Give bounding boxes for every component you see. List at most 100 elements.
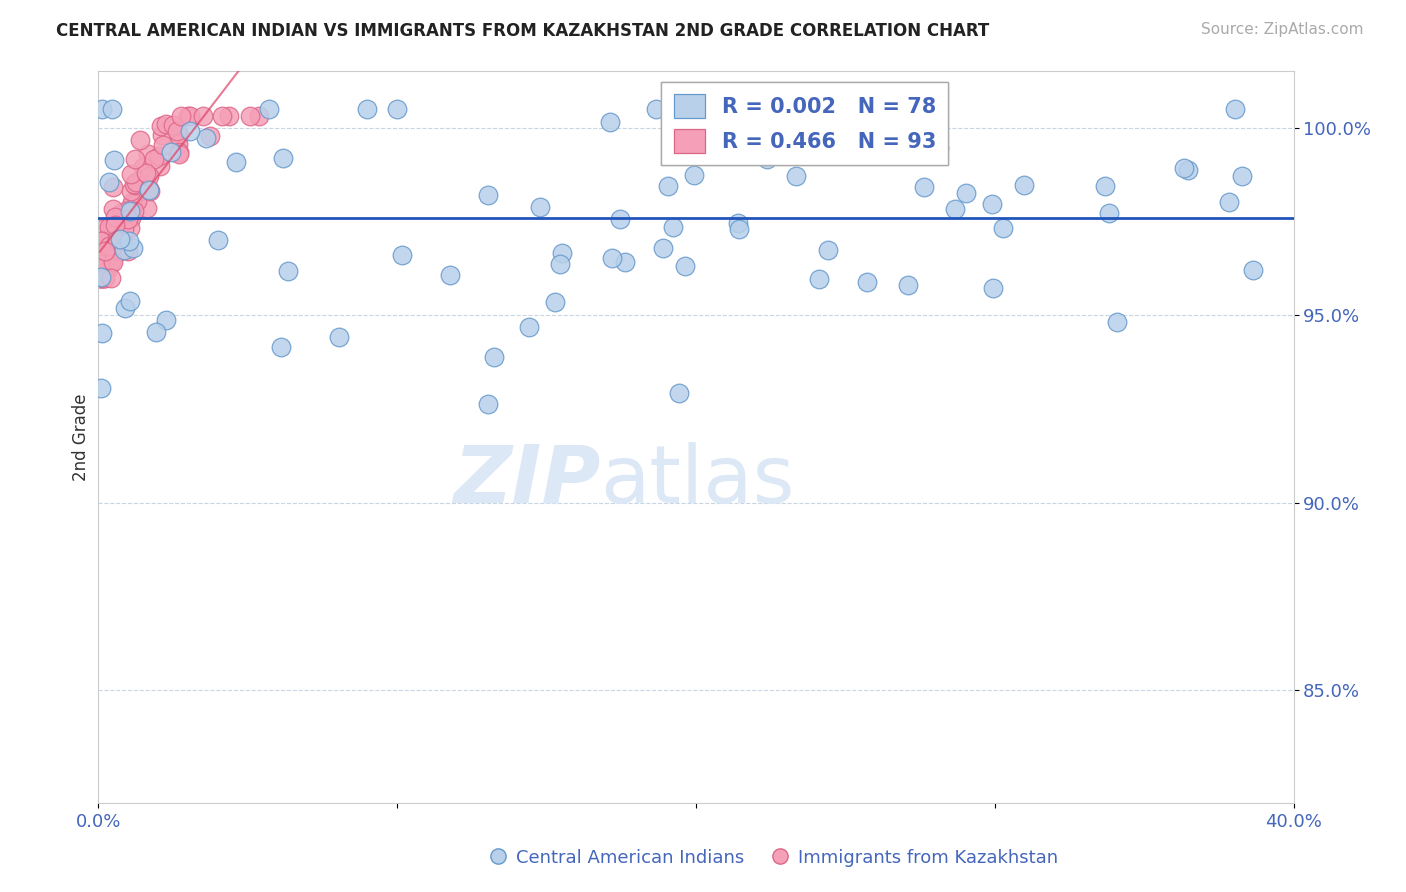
Point bbox=[122, 241, 145, 255]
Point bbox=[673, 259, 696, 273]
Point bbox=[160, 145, 183, 160]
Point bbox=[93, 261, 115, 276]
Point bbox=[89, 257, 111, 271]
Point bbox=[543, 295, 565, 310]
Point bbox=[756, 152, 779, 166]
Point bbox=[273, 151, 295, 165]
Point bbox=[728, 221, 751, 235]
Point bbox=[668, 386, 690, 401]
Point bbox=[150, 128, 173, 142]
Point bbox=[1098, 206, 1121, 220]
Point bbox=[391, 248, 413, 262]
Point bbox=[100, 235, 122, 250]
Point bbox=[103, 218, 125, 232]
Point bbox=[259, 102, 281, 116]
Point bbox=[1177, 163, 1199, 178]
Point bbox=[277, 264, 299, 278]
Point bbox=[97, 238, 120, 252]
Point bbox=[93, 270, 115, 285]
Point bbox=[270, 340, 292, 354]
Point bbox=[142, 152, 165, 166]
Point bbox=[529, 200, 551, 214]
Point bbox=[727, 215, 749, 229]
Point bbox=[149, 159, 172, 173]
Point bbox=[207, 233, 229, 247]
Point bbox=[897, 277, 920, 292]
Point bbox=[155, 313, 177, 327]
Point bbox=[139, 184, 162, 198]
Point bbox=[118, 235, 141, 249]
Point bbox=[98, 176, 121, 190]
Point bbox=[124, 178, 146, 192]
Point bbox=[179, 109, 201, 123]
Point bbox=[103, 153, 125, 167]
Point bbox=[127, 175, 149, 189]
Point bbox=[955, 186, 977, 201]
Point bbox=[198, 128, 221, 143]
Point bbox=[356, 102, 378, 116]
Point bbox=[138, 183, 160, 197]
Point bbox=[110, 206, 132, 220]
Point bbox=[943, 202, 966, 216]
Point bbox=[548, 257, 571, 271]
Point bbox=[91, 270, 114, 285]
Point bbox=[104, 210, 127, 224]
Point bbox=[155, 117, 177, 131]
Point bbox=[135, 166, 157, 180]
Point bbox=[90, 270, 112, 285]
Point bbox=[97, 247, 120, 261]
Point bbox=[104, 235, 127, 249]
Point bbox=[125, 194, 148, 208]
Point bbox=[104, 237, 127, 252]
Point bbox=[169, 128, 191, 142]
Point bbox=[117, 244, 139, 258]
Point bbox=[118, 204, 141, 219]
Point bbox=[124, 152, 146, 166]
Point bbox=[101, 239, 124, 253]
Point bbox=[124, 176, 146, 190]
Point bbox=[991, 221, 1014, 235]
Point bbox=[177, 109, 200, 123]
Point bbox=[167, 136, 190, 151]
Point bbox=[120, 211, 142, 225]
Point bbox=[107, 234, 129, 248]
Point bbox=[91, 221, 114, 235]
Point bbox=[122, 178, 145, 192]
Point bbox=[981, 281, 1004, 295]
Text: CENTRAL AMERICAN INDIAN VS IMMIGRANTS FROM KAZAKHSTAN 2ND GRADE CORRELATION CHAR: CENTRAL AMERICAN INDIAN VS IMMIGRANTS FR… bbox=[56, 22, 990, 40]
Point bbox=[91, 326, 114, 341]
Text: Source: ZipAtlas.com: Source: ZipAtlas.com bbox=[1201, 22, 1364, 37]
Point bbox=[477, 397, 499, 411]
Point bbox=[104, 246, 127, 260]
Text: atlas: atlas bbox=[600, 442, 794, 520]
Point bbox=[112, 221, 135, 235]
Point bbox=[807, 272, 830, 286]
Point bbox=[150, 119, 173, 133]
Point bbox=[211, 109, 233, 123]
Point bbox=[90, 102, 112, 116]
Point bbox=[193, 109, 215, 123]
Point bbox=[100, 235, 122, 249]
Point bbox=[662, 219, 685, 234]
Point bbox=[101, 179, 124, 194]
Point bbox=[94, 244, 117, 258]
Point bbox=[225, 154, 247, 169]
Point bbox=[517, 319, 540, 334]
Point bbox=[785, 169, 807, 183]
Point bbox=[112, 243, 135, 257]
Point bbox=[89, 257, 111, 271]
Point bbox=[683, 168, 706, 182]
Point bbox=[727, 102, 749, 116]
Point bbox=[89, 270, 111, 285]
Point bbox=[138, 169, 160, 183]
Point bbox=[218, 109, 240, 123]
Point bbox=[138, 147, 160, 161]
Point bbox=[101, 202, 124, 216]
Point bbox=[100, 270, 122, 285]
Point bbox=[121, 194, 143, 209]
Point bbox=[108, 218, 131, 232]
Point bbox=[477, 187, 499, 202]
Point bbox=[167, 146, 190, 161]
Point bbox=[114, 301, 136, 315]
Point bbox=[101, 102, 124, 116]
